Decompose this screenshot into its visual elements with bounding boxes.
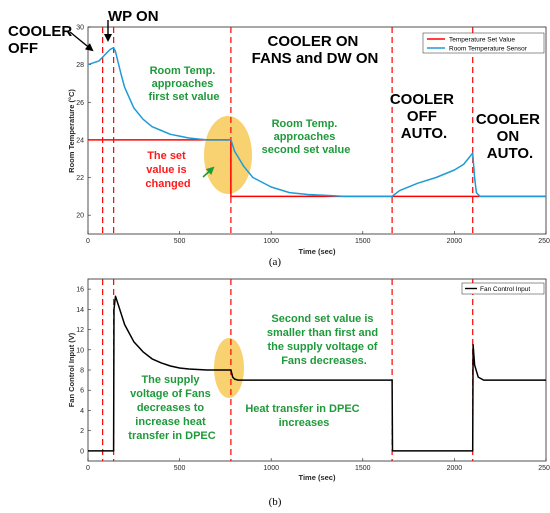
x-tick-label: 1500 [355, 465, 371, 472]
panel-label-a: (a) [269, 256, 282, 268]
x-tick-label: 1500 [355, 238, 371, 245]
legend-a-label-set-value: Temperature Set Value [449, 37, 515, 44]
arrow-cooler-off [69, 31, 94, 52]
x-axis-label-b: Time (sec) [299, 473, 336, 482]
x-tick-label: 2000 [447, 238, 463, 245]
annotation-cooler-on-fans: COOLER ON FANS and DW ON [252, 33, 379, 67]
annotation-cooler-on-auto: COOLER ON AUTO. [476, 111, 544, 162]
series-line-room-temperature-sensor [87, 46, 546, 198]
y-tick-label: 26 [76, 100, 84, 107]
y-axis-label-a: Room Temperature (°C) [67, 89, 76, 173]
annotation-cooler-off-auto: COOLER OFF AUTO. [390, 91, 458, 142]
set-value-change-highlight [204, 116, 252, 194]
legend-b: Fan Control Input [461, 282, 545, 295]
annotation-supply-voltage: The supply voltage of Fans decreases to … [128, 374, 215, 442]
y-tick-label: 28 [76, 62, 84, 69]
annotation-heat-transfer: Heat transfer in DPEC increases [245, 403, 362, 429]
x-tick-label: 2000 [447, 465, 463, 472]
legend-a: Temperature Set Value Room Temperature S… [422, 32, 545, 54]
legend-a-label-sensor: Room Temperature Sensor [449, 46, 528, 53]
annotation-set-value-changed: The set value is changed [145, 150, 190, 190]
y-tick-label: 30 [76, 25, 84, 32]
y-tick-label: 24 [76, 137, 84, 144]
annotation-second-set-value: Second set value is smaller than first a… [267, 313, 381, 367]
plot-area-a [87, 26, 547, 235]
annotation-approach-first: Room Temp. approaches first set value [149, 65, 220, 103]
y-tick-label: 16 [76, 287, 84, 294]
y-tick-label: 8 [80, 368, 84, 375]
x-tick-label: 500 [174, 238, 186, 245]
y-axis-label-b: Fan Control Input (V) [67, 332, 76, 407]
x-tick-label: 0 [86, 465, 90, 472]
annotation-cooler-off: COOLER OFF [8, 23, 76, 57]
x-tick-label: 500 [174, 465, 186, 472]
panel-label-b: (b) [269, 496, 282, 508]
x-tick-label: 1000 [263, 238, 279, 245]
y-tick-label: 20 [76, 213, 84, 220]
arrow-set-value-changed [202, 166, 215, 178]
series-line-fan-control-input [88, 295, 546, 452]
y-tick-label: 22 [76, 175, 84, 182]
x-tick-label: 1000 [263, 465, 279, 472]
y-tick-label: 10 [76, 347, 84, 354]
annotation-approach-second: Room Temp. approaches second set value [262, 118, 351, 156]
y-tick-label: 4 [80, 408, 84, 415]
y-tick-label: 2 [80, 428, 84, 435]
legend-b-label-fan: Fan Control Input [480, 286, 530, 293]
y-tick-label: 12 [76, 327, 84, 334]
y-tick-label: 14 [76, 307, 84, 314]
x-axis-label-a: Time (sec) [299, 247, 336, 256]
y-tick-label: 0 [80, 448, 84, 455]
y-tick-label: 6 [80, 388, 84, 395]
x-tick-label: 0 [86, 238, 90, 245]
set-value-change-highlight-b [214, 338, 244, 398]
annotation-wp-on: WP ON [108, 8, 159, 25]
